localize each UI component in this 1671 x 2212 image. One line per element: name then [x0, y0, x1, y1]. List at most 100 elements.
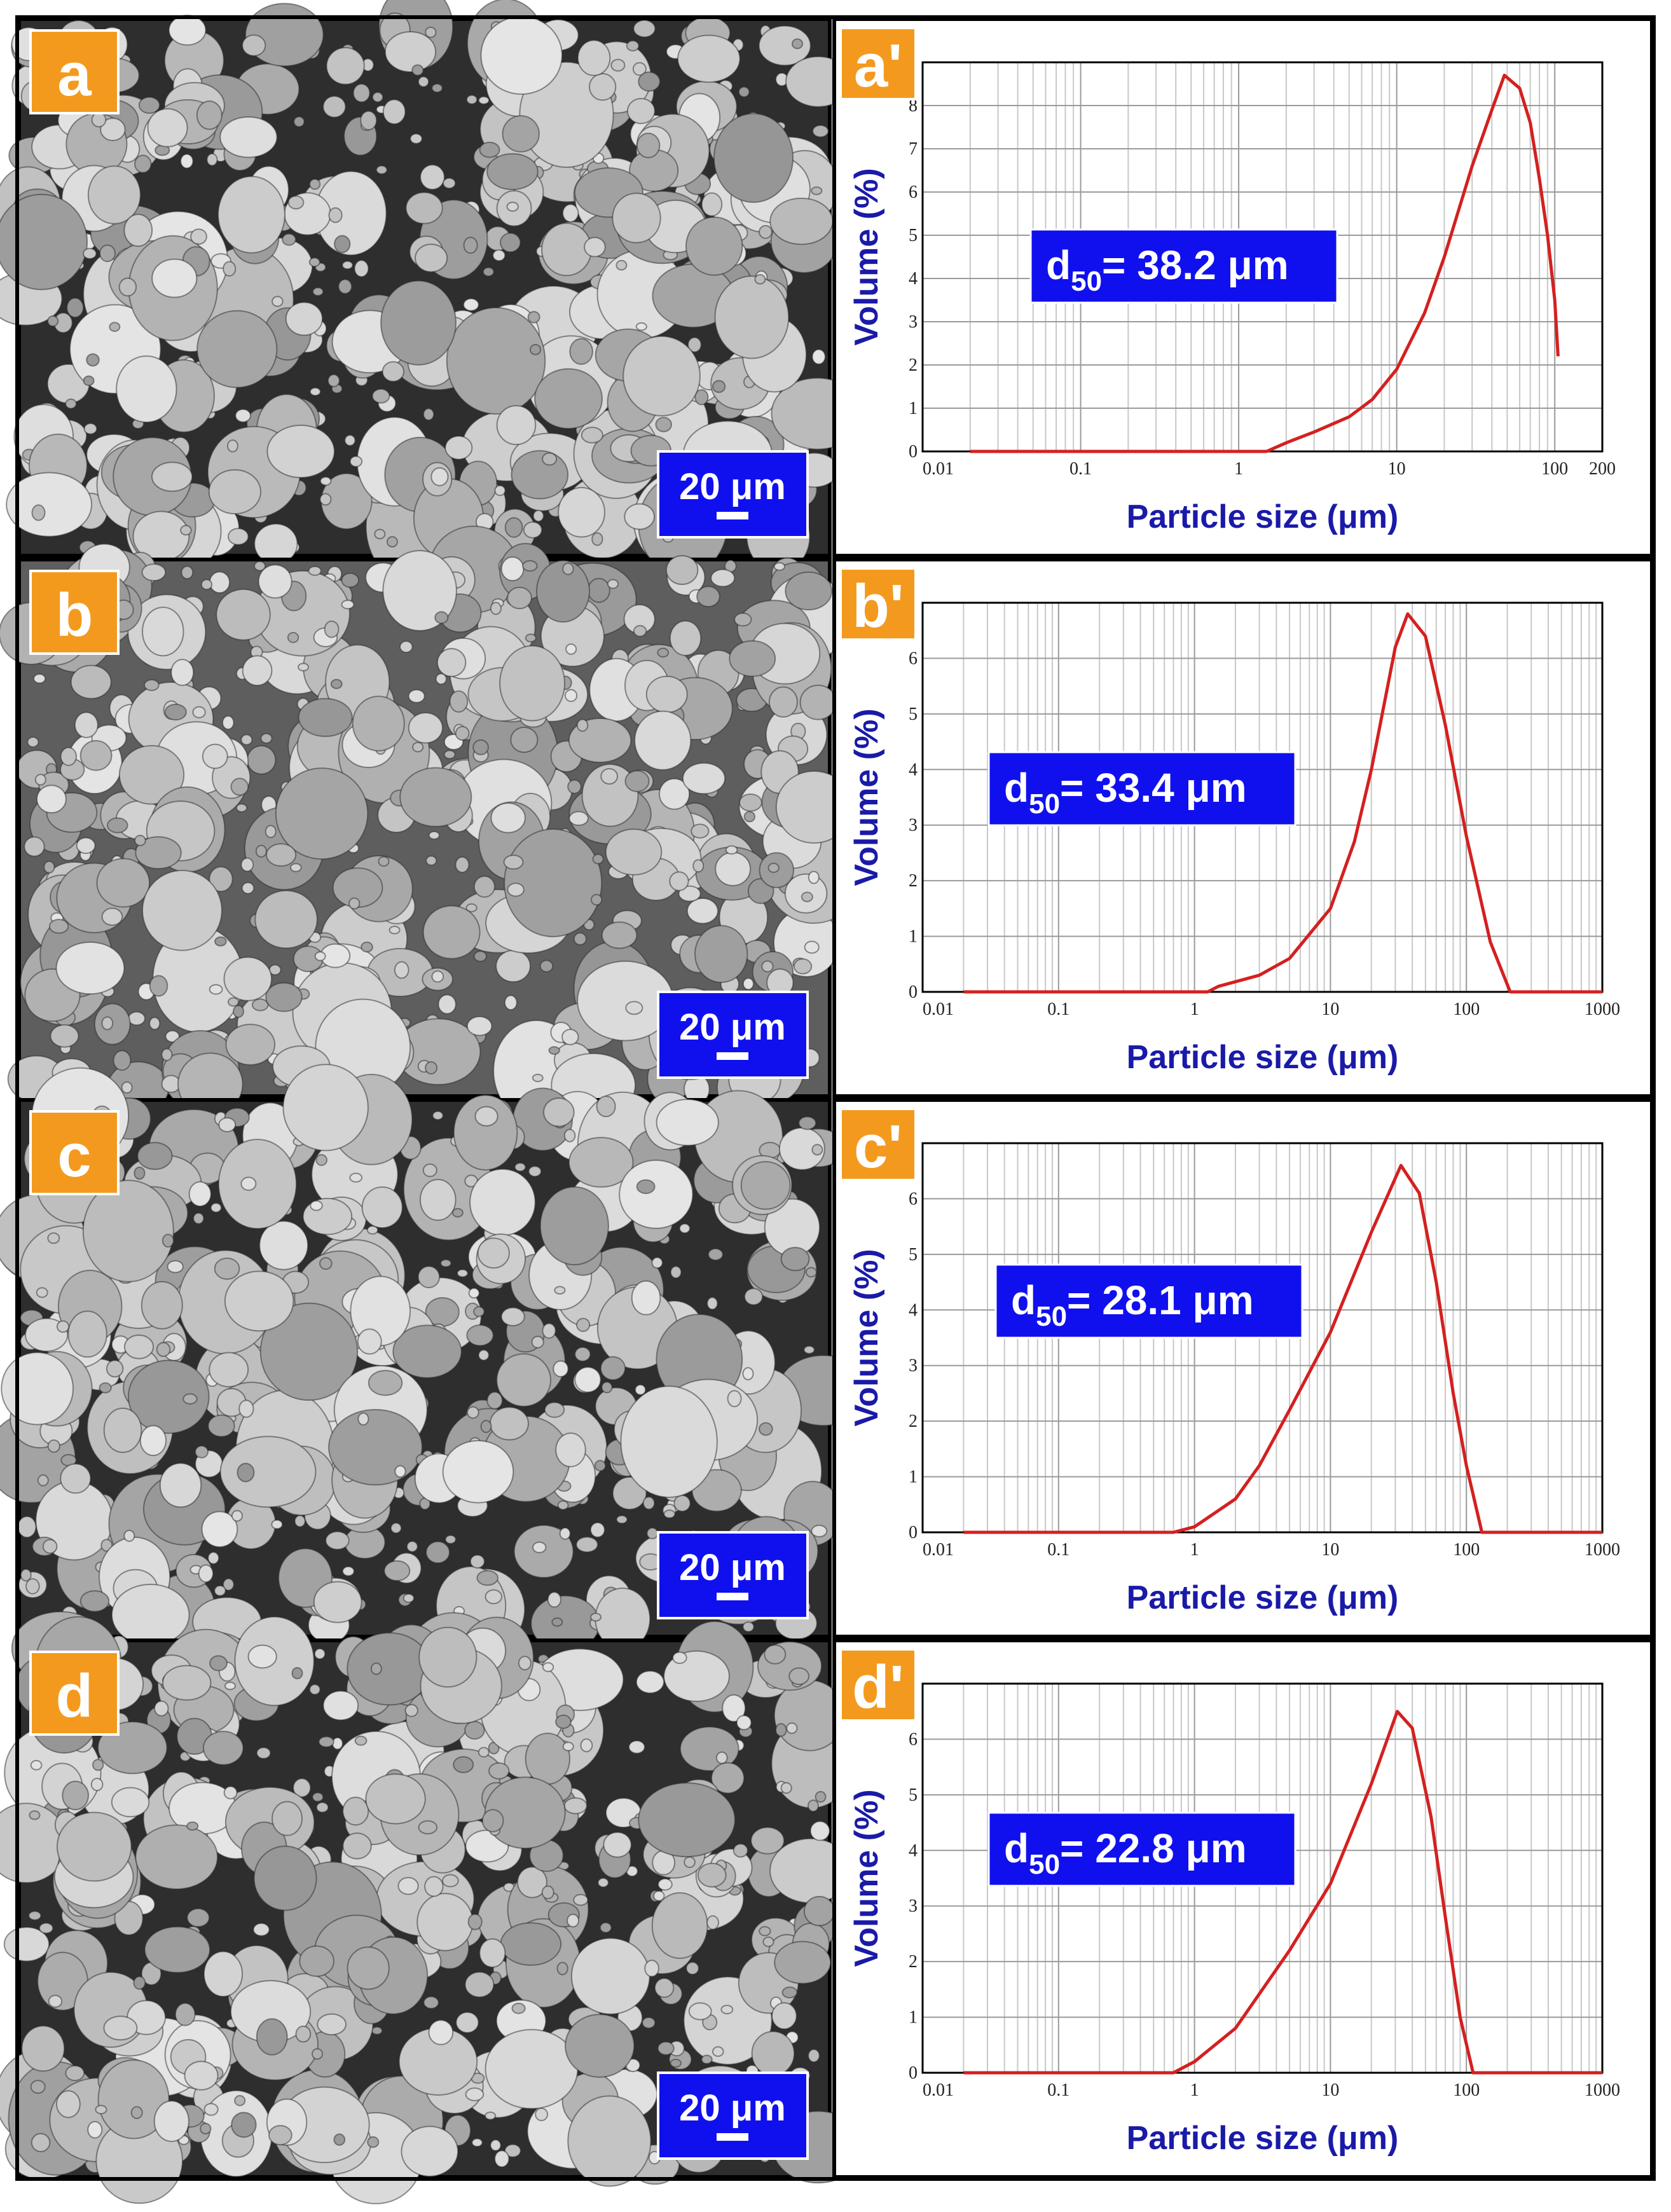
particle: [638, 71, 661, 92]
particle: [106, 817, 128, 834]
particle: [478, 1747, 490, 1758]
particle: [419, 1179, 457, 1221]
particle: [434, 611, 449, 624]
particle: [118, 277, 137, 297]
particle: [103, 2016, 138, 2041]
particle: [781, 1986, 798, 1999]
particle: [142, 607, 184, 657]
particle: [207, 1551, 220, 1565]
particle: [389, 926, 401, 935]
particle: [138, 96, 160, 114]
particle: [200, 2122, 212, 2134]
particle: [202, 743, 228, 769]
particle: [399, 767, 472, 827]
particle: [715, 1751, 728, 1764]
annotation-text: = 22.8 μm: [1060, 1825, 1247, 1871]
particle: [324, 620, 340, 638]
particle: [567, 2095, 652, 2187]
particle: [455, 725, 470, 741]
particle: [234, 2095, 246, 2106]
particle: [48, 1995, 63, 2008]
particle: [254, 561, 266, 572]
particle: [624, 770, 650, 792]
particle: [436, 648, 467, 677]
particle: [408, 712, 443, 744]
particle: [231, 2112, 257, 2138]
particle: [687, 336, 702, 353]
particle: [506, 202, 519, 212]
y-tick-label: 5: [909, 704, 918, 724]
particle: [804, 940, 820, 954]
particle: [214, 1584, 226, 1597]
particle: [492, 249, 506, 262]
particle: [646, 1527, 659, 1540]
particle: [66, 297, 85, 319]
particle: [808, 870, 820, 884]
particle: [21, 2025, 65, 2072]
particle: [774, 1941, 832, 1984]
particle: [272, 1801, 303, 1836]
x-tick-label: 1: [1234, 459, 1243, 479]
particle: [159, 1462, 202, 1508]
particle: [481, 1809, 504, 1832]
particle: [734, 612, 752, 627]
particle: [466, 94, 478, 105]
particle: [563, 1797, 588, 1815]
particle: [486, 1391, 503, 1410]
particle: [807, 1799, 819, 1812]
particle: [812, 125, 829, 138]
particle: [180, 153, 194, 169]
y-tick-label: 1: [909, 2008, 918, 2028]
particle: [202, 1731, 244, 1766]
x-tick-label: 100: [1541, 459, 1568, 479]
particle: [430, 467, 449, 486]
chart-background: [832, 558, 1654, 1098]
particle: [154, 1700, 169, 1717]
particle: [473, 951, 487, 963]
panel-label-box: [839, 1648, 917, 1722]
particle: [327, 374, 340, 388]
particle: [357, 1412, 369, 1426]
particle: [665, 554, 699, 586]
particle: [127, 1011, 146, 1026]
particle: [612, 192, 661, 244]
particle: [692, 859, 705, 873]
particle: [147, 108, 188, 148]
particle: [677, 34, 741, 83]
particle: [383, 1560, 411, 1582]
particle: [298, 663, 310, 672]
panel-label-box: [839, 567, 917, 641]
particle: [86, 353, 100, 367]
panel-label: c': [854, 1113, 902, 1181]
particle: [233, 1005, 245, 1018]
particle: [371, 92, 383, 103]
particle: [601, 1381, 613, 1394]
particle: [547, 1591, 561, 1608]
particle: [494, 484, 506, 497]
particle: [390, 1522, 402, 1534]
particle: [469, 1168, 536, 1237]
annotation-box: [987, 751, 1296, 827]
particle: [256, 2018, 288, 2056]
particle: [209, 1655, 228, 1672]
particle: [712, 2046, 724, 2057]
particle: [688, 2002, 712, 2021]
particle: [116, 355, 177, 423]
y-tick-label: 1: [909, 1467, 918, 1487]
particle: [565, 643, 577, 655]
particle: [463, 298, 479, 312]
particle: [793, 958, 813, 975]
particle: [186, 1907, 210, 1928]
particle: [451, 1207, 464, 1218]
particle: [87, 2120, 103, 2139]
particle: [349, 455, 363, 467]
particle: [638, 1782, 736, 1858]
annotation: d50= 38.2 μm: [1046, 242, 1289, 297]
particle: [153, 2100, 189, 2142]
particle: [441, 1874, 459, 1888]
particle: [287, 631, 299, 643]
particle: [486, 153, 539, 191]
particle: [90, 1778, 104, 1792]
particle: [251, 998, 269, 1012]
x-axis-label: Particle size (μm): [1127, 498, 1399, 535]
